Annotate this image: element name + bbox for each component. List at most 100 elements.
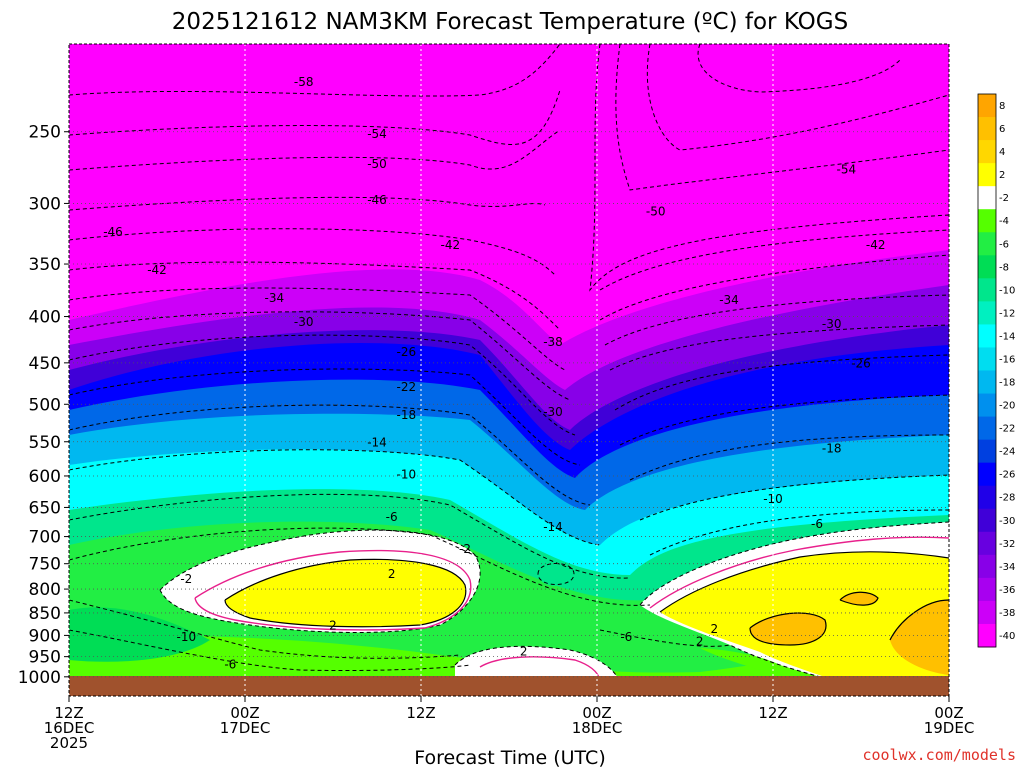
colorbar-swatch [978,140,996,164]
y-tick-label: 400 [29,308,61,328]
colorbar-swatch [978,462,996,487]
colorbar-label: -18 [999,378,1015,389]
colorbar-label: 2 [999,170,1005,181]
isotherm-line [69,334,576,436]
colorbar-label: 8 [999,101,1005,112]
x-tick-label: 00Z [582,704,611,722]
y-tick-label: 600 [29,467,61,487]
isotherm-line [69,368,581,466]
isotherm-label: -14 [367,435,387,449]
isotherm-label: -10 [763,492,783,506]
y-tick-label: 900 [29,626,61,646]
colorbar: 8 6 4 2 -2 -4 -6 -8 -10 -12 -14 -16 -18 -20 -22 -24 -26 -… [977,93,1015,648]
isotherm-line [619,394,949,446]
isotherm-label: -42 [441,238,461,252]
grid-lines [69,44,949,696]
ground-terrain [69,676,949,696]
isotherm-label: -42 [147,263,167,277]
isotherm-label: 2 [388,567,396,581]
isotherm-label: -2 [180,572,192,586]
colorbar-label: -2 [999,193,1009,204]
isotherm-label: -30 [543,405,563,419]
isotherm-line [697,44,901,93]
x-axis-label: Forecast Time (UTC) [414,747,605,768]
colorbar-swatch [978,623,996,648]
isotherm-label: -38 [543,335,563,349]
isotherm-line [604,294,949,346]
isotherm-label: -34 [265,291,285,305]
isotherm-line [159,529,481,633]
colorbar-label: -38 [999,608,1015,619]
isotherm-line [639,521,949,606]
cold-tongue-right [700,648,780,670]
y-tick-label: 250 [29,123,61,143]
colorbar-swatch [978,577,996,602]
warm-pocket-middle [455,646,620,682]
isotherm-line [537,563,575,585]
colorbar-swatch [978,278,996,302]
isotherm-line [614,354,949,411]
isotherm-line [69,629,471,672]
isotherm-label: 2 [520,645,528,659]
colorbar-swatch [978,531,996,556]
isotherm-line [599,254,949,321]
isotherm-label: -6 [386,510,398,524]
isotherm-2c-lines [224,551,949,646]
warm-layer-left-yellow [225,559,466,627]
isotherm-label: -18 [397,408,417,422]
isotherm-line [639,474,949,521]
colorbar-swatch [978,301,996,325]
freezing-line [194,549,472,631]
colorbar-label: -16 [999,354,1015,365]
isotherm-label: 2 [329,619,337,633]
isotherm-label: -10 [177,630,197,644]
colorbar-swatch [978,600,996,625]
isotherm-line [589,44,949,292]
x-tick-label: 12Z [54,704,83,722]
colorbar-label: -24 [999,447,1015,458]
colorbar-swatch [978,554,996,579]
isotherm-line [69,599,461,659]
colorbar-label: -28 [999,493,1015,504]
colorbar-label: -30 [999,516,1015,527]
isotherm-line [69,44,561,97]
isotherm-line [599,629,841,683]
isotherm-label: -2 [459,542,471,556]
isotherm-label: -10 [397,467,417,481]
colorbar-label: -20 [999,401,1015,412]
isotherm-line [454,645,621,683]
x-tick-label: 00Z [934,704,963,722]
isotherm-label: -6 [224,658,236,672]
y-tick-label: 550 [29,433,61,453]
x-tick-label: 2025 [50,734,88,752]
isotherm-line [69,449,601,546]
colorbar-label: -26 [999,470,1015,481]
isotherm-line [69,404,591,506]
isotherm-label: -6 [620,630,632,644]
y-tick-label: 350 [29,255,61,275]
x-tick-label: 17DEC [220,719,271,737]
y-tick-label: 500 [29,395,61,415]
isotherm-label: -14 [543,520,563,534]
y-axis: 2503003504004505005506006507007508008509… [18,123,69,688]
y-tick-label: 700 [29,528,61,548]
small-cold-cell [538,562,574,586]
isotherm-line [69,493,631,579]
y-tick-label: 800 [29,580,61,600]
isotherm-label: 2 [696,635,704,649]
isotherm-line [69,228,556,276]
colorbar-label: -10 [999,285,1015,296]
warm-core-right-3 [840,592,878,606]
isotherm-line [69,287,566,371]
colorbar-swatch [978,416,996,441]
isotherm-label: -50 [646,205,666,219]
x-tick-label: 18DEC [572,719,623,737]
y-tick-label: 450 [29,354,61,374]
colorbar-label: -32 [999,539,1015,550]
isotherm-line [659,551,949,613]
isotherm-line [69,261,561,331]
y-tick-label: 650 [29,498,61,518]
temperature-field: -58-54-50-46-46-42-42-34-30-26-22-18-14-… [69,44,949,696]
